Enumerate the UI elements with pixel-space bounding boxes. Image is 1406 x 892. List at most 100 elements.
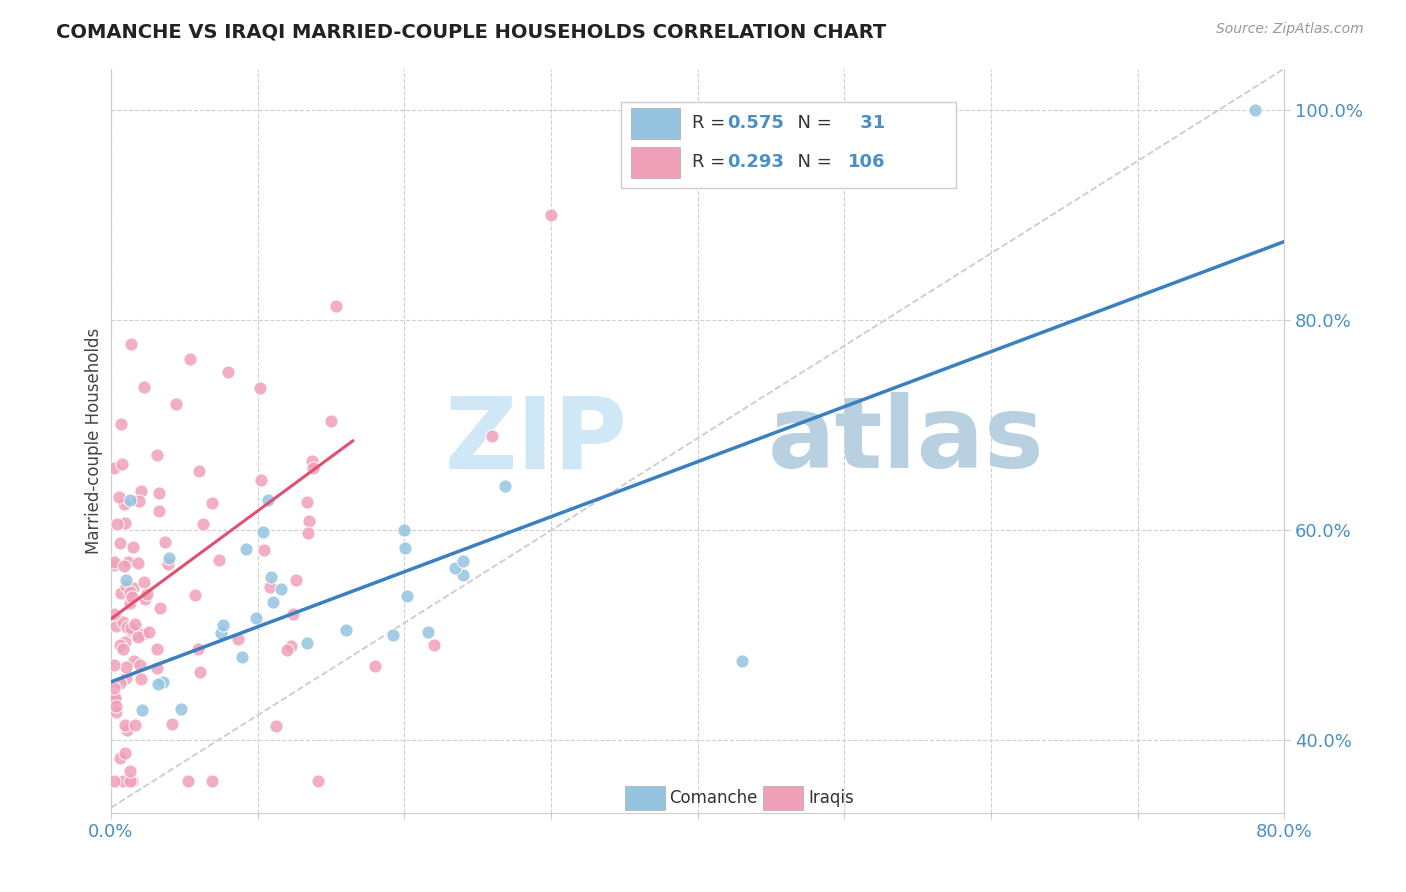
Point bbox=[165, 397, 187, 411]
Point bbox=[120, 336, 142, 351]
Point bbox=[120, 774, 142, 789]
Point bbox=[146, 448, 169, 462]
Point bbox=[382, 628, 405, 642]
Point bbox=[121, 774, 143, 789]
FancyBboxPatch shape bbox=[621, 102, 956, 187]
Point bbox=[118, 584, 141, 599]
Point bbox=[443, 561, 465, 575]
Point bbox=[321, 414, 343, 428]
Point bbox=[156, 557, 179, 571]
Point bbox=[298, 514, 321, 528]
Point bbox=[115, 573, 138, 587]
Point bbox=[108, 536, 131, 550]
Point bbox=[283, 607, 305, 621]
Point bbox=[110, 585, 132, 599]
Point bbox=[129, 672, 152, 686]
Point bbox=[201, 496, 224, 510]
Point bbox=[118, 596, 141, 610]
Point bbox=[188, 665, 211, 679]
Point bbox=[103, 555, 125, 569]
Point bbox=[183, 588, 205, 602]
Point bbox=[249, 381, 271, 395]
Point bbox=[127, 556, 149, 570]
Point bbox=[152, 675, 174, 690]
Point bbox=[451, 568, 474, 582]
Point bbox=[481, 428, 503, 442]
Point bbox=[280, 639, 302, 653]
Point bbox=[103, 657, 125, 672]
Point bbox=[115, 579, 138, 593]
Point bbox=[115, 659, 138, 673]
Point bbox=[132, 575, 155, 590]
Point bbox=[307, 774, 329, 789]
FancyBboxPatch shape bbox=[631, 146, 681, 178]
Point bbox=[118, 492, 141, 507]
Point bbox=[118, 764, 141, 779]
Point bbox=[112, 641, 135, 656]
Point bbox=[112, 498, 135, 512]
Point bbox=[128, 494, 150, 508]
Point bbox=[396, 589, 419, 603]
Point bbox=[212, 618, 235, 632]
Point bbox=[124, 718, 146, 732]
Point bbox=[149, 601, 172, 615]
Point bbox=[170, 702, 193, 716]
Point bbox=[364, 659, 387, 673]
Point bbox=[200, 774, 222, 789]
Text: Source: ZipAtlas.com: Source: ZipAtlas.com bbox=[1216, 22, 1364, 37]
Point bbox=[276, 642, 298, 657]
Point bbox=[284, 574, 307, 588]
Point bbox=[112, 615, 135, 629]
Point bbox=[122, 627, 145, 641]
Point bbox=[179, 351, 201, 366]
Point bbox=[114, 634, 136, 648]
Point bbox=[134, 592, 156, 607]
Point bbox=[122, 655, 145, 669]
Point bbox=[114, 516, 136, 531]
Point bbox=[134, 379, 156, 393]
Text: 0.575: 0.575 bbox=[727, 114, 785, 132]
Text: atlas: atlas bbox=[768, 392, 1045, 489]
Point bbox=[112, 559, 135, 574]
Point bbox=[228, 632, 250, 646]
Text: 0.293: 0.293 bbox=[727, 153, 785, 170]
Point bbox=[110, 417, 132, 432]
Point bbox=[394, 541, 416, 556]
Point bbox=[138, 624, 160, 639]
Text: R =: R = bbox=[692, 114, 731, 132]
Point bbox=[257, 493, 280, 508]
Text: 106: 106 bbox=[848, 153, 886, 170]
Point bbox=[270, 582, 292, 596]
Point bbox=[131, 484, 153, 499]
Point bbox=[114, 747, 136, 761]
Point bbox=[160, 717, 183, 731]
Point bbox=[335, 623, 357, 637]
Point bbox=[103, 461, 125, 475]
Point bbox=[209, 626, 232, 640]
Point bbox=[1244, 103, 1267, 118]
Point bbox=[131, 627, 153, 641]
Point bbox=[103, 692, 125, 706]
Point bbox=[115, 620, 138, 634]
Text: ZIP: ZIP bbox=[444, 392, 627, 489]
Point bbox=[301, 461, 323, 475]
Point bbox=[731, 654, 754, 668]
Point bbox=[540, 208, 562, 222]
Text: 31: 31 bbox=[853, 114, 884, 132]
Point bbox=[301, 454, 323, 468]
Text: COMANCHE VS IRAQI MARRIED-COUPLE HOUSEHOLDS CORRELATION CHART: COMANCHE VS IRAQI MARRIED-COUPLE HOUSEHO… bbox=[56, 22, 887, 41]
Point bbox=[120, 621, 142, 635]
Point bbox=[148, 504, 170, 518]
Point bbox=[451, 553, 474, 567]
Point bbox=[325, 299, 347, 313]
Point bbox=[494, 478, 516, 492]
Point bbox=[117, 555, 139, 569]
Point bbox=[129, 657, 152, 672]
Point bbox=[111, 774, 134, 789]
Text: N =: N = bbox=[786, 153, 837, 170]
Point bbox=[146, 641, 169, 656]
Point bbox=[114, 718, 136, 732]
Point bbox=[108, 638, 131, 652]
Text: R =: R = bbox=[692, 153, 731, 170]
Point bbox=[295, 494, 318, 508]
